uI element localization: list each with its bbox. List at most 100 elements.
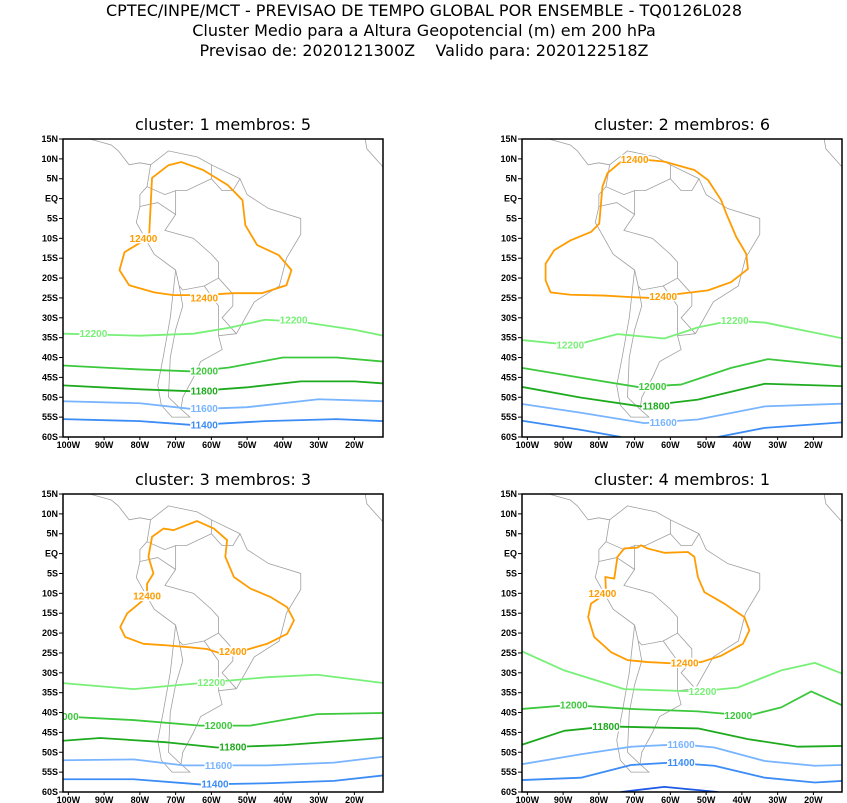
lon-tick-label: 50W: [697, 440, 716, 450]
lat-tick-label: 55S: [42, 767, 58, 777]
lat-tick-label: 60S: [501, 787, 517, 797]
lon-tick-label: 30W: [768, 795, 787, 803]
map-panel-cluster-1: cluster: 1 membros: 5 12400 12400 12200 1220…: [41, 115, 384, 450]
lon-tick-label: 70W: [166, 795, 185, 803]
contour-label-bg: [218, 742, 247, 753]
lon-tick-label: 90W: [95, 440, 114, 450]
contour-label-bg: [649, 291, 678, 302]
figure-title-line3: Previsao de: 2020121300Z Valido para: 20…: [200, 41, 649, 60]
lon-tick-label: 50W: [697, 795, 716, 803]
contour-label-bg: [204, 720, 233, 731]
contour-line-12400: [587, 544, 751, 665]
coastline-border: [670, 533, 700, 547]
contour-label-12400: 12400: [219, 647, 247, 658]
coastline-border: [605, 186, 635, 196]
lon-tick-label: 20W: [345, 440, 364, 450]
lat-tick-label: 15S: [42, 253, 58, 263]
contour-line-11400: [63, 418, 383, 426]
contour-line-12200: [522, 650, 842, 693]
contour-label-11800: 11800: [642, 402, 670, 413]
contour-label-11600: 11600: [205, 761, 233, 772]
lat-tick-label: 15N: [500, 489, 517, 499]
coastline-border: [139, 202, 176, 215]
contour-label-12400: 12400: [649, 292, 677, 303]
coastline-border: [164, 164, 219, 291]
contour-label-bg: [218, 646, 247, 657]
contour-label-bg: [724, 710, 753, 721]
contour-label-bg: [63, 711, 79, 722]
coastline-border: [594, 505, 761, 773]
coastline-border: [139, 557, 176, 570]
lat-tick-label: 15S: [42, 608, 58, 618]
contour-label-12000: 12000: [190, 367, 218, 378]
contour-label-12400: 12400: [190, 293, 218, 304]
lat-tick-label: 5S: [506, 568, 517, 578]
map-panel-cluster-2: cluster: 2 membros: 6 12400 12400 12200 1220…: [500, 115, 843, 450]
lat-tick-label: 50S: [501, 747, 517, 757]
coastline-border: [598, 202, 635, 215]
lon-tick-label: 50W: [238, 795, 257, 803]
map-panel-cluster-4: cluster: 4 membros: 1 12400 12400 12200 1200…: [500, 470, 843, 803]
lat-tick-label: EQ: [45, 549, 58, 559]
lat-tick-label: 20S: [42, 628, 58, 638]
lat-tick-label: 25S: [42, 648, 58, 658]
lat-tick-label: EQ: [504, 194, 517, 204]
contour-label-bg: [620, 154, 649, 165]
coastline-border: [146, 186, 176, 196]
contour-line-11400: [63, 774, 383, 786]
contour-label-bg: [190, 403, 219, 414]
map-panels: cluster: 1 membros: 5 12400 12400 12200 1220…: [41, 115, 843, 803]
panel-title: cluster: 4 membros: 1: [594, 470, 770, 489]
lat-tick-label: 55S: [501, 767, 517, 777]
coastline-border: [135, 505, 302, 773]
coastline-border: [89, 494, 151, 521]
figure-title-line1: CPTEC/INPE/MCT - PREVISAO DE TEMPO GLOBA…: [106, 1, 742, 20]
contour-label-12000: 12000: [51, 712, 79, 723]
lat-tick-label: 25S: [501, 293, 517, 303]
contour-label-12200: 12200: [556, 340, 584, 351]
lat-tick-label: 40S: [42, 353, 58, 363]
map-frame: [521, 138, 843, 438]
lon-tick-label: 80W: [590, 795, 609, 803]
lat-tick-label: 25S: [42, 293, 58, 303]
contour-label-bg: [559, 699, 588, 710]
contour-label-12000: 12000: [639, 382, 667, 393]
contour-label-11800: 11800: [191, 386, 219, 397]
lat-tick-label: 60S: [501, 432, 517, 442]
lat-tick-label: 5N: [46, 529, 58, 539]
lon-tick-label: 100W: [57, 440, 81, 450]
lat-tick-label: 45S: [501, 727, 517, 737]
contour-label-bg: [667, 739, 696, 750]
map-area: 12400 12400 12200 12000 12000 11800 11600 11400: [51, 494, 383, 791]
contour-label-11400: 11400: [667, 758, 695, 769]
lon-tick-label: 60W: [202, 795, 221, 803]
lat-tick-label: 10N: [41, 154, 58, 164]
lat-tick-label: 30S: [42, 668, 58, 678]
contour-label-12400: 12400: [133, 592, 161, 603]
lon-tick-label: 80W: [131, 440, 150, 450]
contour-label-bg: [670, 657, 699, 668]
contour-label-12200: 12200: [280, 316, 308, 327]
lat-tick-label: 35S: [42, 688, 58, 698]
map-frame: [62, 138, 384, 438]
map-frame: [62, 493, 384, 793]
contour-label-bg: [190, 366, 219, 377]
coastline-border: [627, 640, 643, 765]
lat-tick-label: 20S: [501, 628, 517, 638]
coastline-border: [211, 533, 241, 547]
contour-line-11400: [522, 419, 622, 437]
lat-tick-label: 35S: [501, 688, 517, 698]
coastline-border: [218, 277, 237, 334]
coastline-border: [218, 632, 237, 689]
contour-label-12200: 12200: [689, 687, 717, 698]
coastline-border: [548, 139, 610, 166]
lat-tick-label: 15N: [41, 489, 58, 499]
contour-label-12200: 12200: [197, 678, 225, 689]
lat-tick-label: 5N: [505, 529, 517, 539]
lat-tick-label: 50S: [42, 392, 58, 402]
lon-tick-label: 60W: [661, 440, 680, 450]
contour-line-12400: [118, 161, 293, 297]
contour-label-bg: [667, 757, 696, 768]
lat-tick-label: 25S: [501, 648, 517, 658]
